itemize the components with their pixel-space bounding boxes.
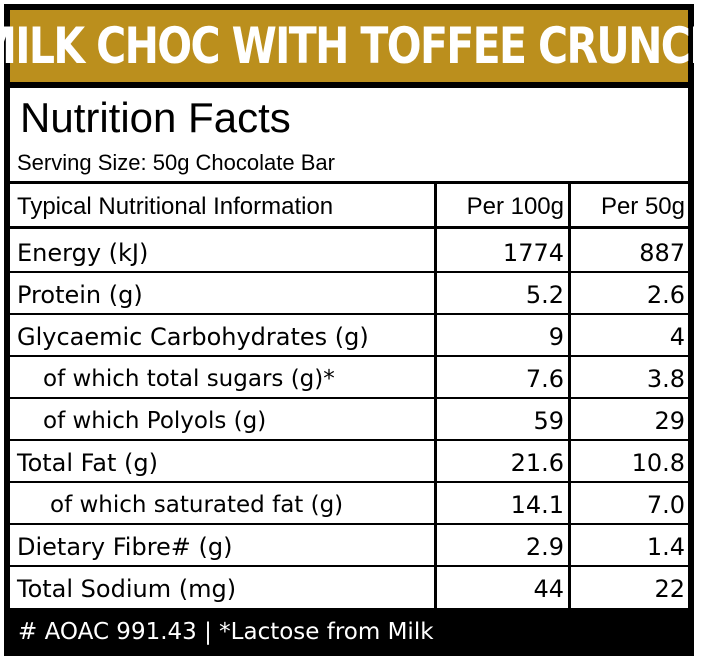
row-per-50g: 22 — [654, 575, 685, 603]
row-divider — [10, 481, 688, 483]
row-divider — [10, 565, 688, 567]
rule-top — [10, 181, 688, 184]
header-per-50g: Per 50g — [600, 193, 685, 220]
row-label: Energy (kJ) — [17, 239, 149, 267]
row-label: Glycaemic Carbohydrates (g) — [17, 323, 369, 351]
row-divider — [10, 355, 688, 357]
row-divider — [10, 439, 688, 441]
row-per-50g: 4 — [669, 323, 685, 351]
row-per-50g: 7.0 — [646, 491, 685, 519]
row-per-50g: 2.6 — [646, 281, 685, 309]
row-label: Protein (g) — [17, 281, 143, 309]
row-per-50g: 10.8 — [631, 449, 685, 477]
row-divider — [10, 313, 688, 315]
row-per-100g: 21.6 — [510, 449, 564, 477]
row-label: Total Fat (g) — [17, 449, 158, 477]
column-divider — [434, 181, 437, 608]
row-per-100g: 5.2 — [525, 281, 564, 309]
header-per-100g: Per 100g — [466, 193, 564, 220]
row-divider — [10, 397, 688, 399]
row-per-50g: 29 — [654, 407, 685, 435]
row-per-100g: 1774 — [502, 239, 564, 267]
product-title: MILK CHOC WITH TOFFEE CRUNCH — [0, 17, 702, 75]
product-banner: MILK CHOC WITH TOFFEE CRUNCH — [0, 10, 702, 82]
row-per-100g: 2.9 — [525, 533, 564, 561]
nutrition-label: MILK CHOC WITH TOFFEE CRUNCH Nutrition F… — [0, 4, 702, 656]
row-per-50g: 3.8 — [646, 365, 685, 393]
column-divider — [568, 181, 571, 608]
row-label: Dietary Fibre# (g) — [17, 533, 233, 561]
header-info: Typical Nutritional Information — [17, 193, 334, 220]
row-per-50g: 887 — [639, 239, 685, 267]
row-per-100g: 14.1 — [510, 491, 564, 519]
nutrition-panel: Nutrition Facts Serving Size: 50g Chocol… — [10, 88, 688, 608]
row-per-50g: 1.4 — [646, 533, 685, 561]
nutrition-facts-heading: Nutrition Facts — [20, 94, 291, 141]
rule-header — [10, 226, 688, 229]
row-label: of which Polyols (g) — [43, 408, 267, 434]
row-label: of which saturated fat (g) — [50, 492, 344, 518]
row-label: Total Sodium (mg) — [17, 575, 237, 603]
serving-size: Serving Size: 50g Chocolate Bar — [17, 150, 335, 175]
row-divider — [10, 271, 688, 273]
row-divider — [10, 523, 688, 525]
row-per-100g: 44 — [533, 575, 564, 603]
row-per-100g: 59 — [533, 407, 564, 435]
footer-note: # AOAC 991.43 | *Lactose from Milk — [18, 619, 434, 645]
row-per-100g: 9 — [548, 323, 564, 351]
row-label: of which total sugars (g)* — [43, 366, 335, 392]
row-per-100g: 7.6 — [525, 365, 564, 393]
